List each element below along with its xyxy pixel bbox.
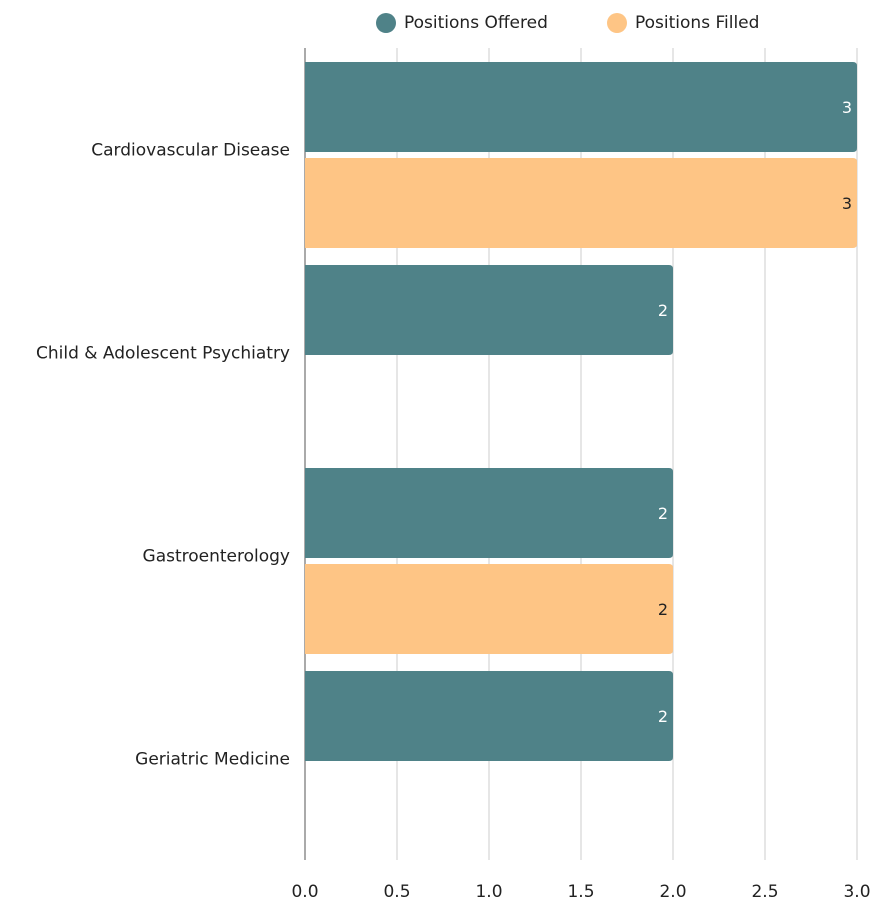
data-label: 2 bbox=[658, 600, 668, 619]
legend-label-positions-offered: Positions Offered bbox=[404, 13, 548, 33]
bar bbox=[305, 62, 857, 152]
data-label: 2 bbox=[658, 504, 668, 523]
data-label: 3 bbox=[842, 98, 852, 117]
bar bbox=[305, 564, 673, 654]
x-tick-label: 1.5 bbox=[567, 882, 594, 902]
bar bbox=[305, 671, 673, 761]
legend-swatch-positions-filled bbox=[607, 13, 627, 33]
x-tick-label: 3.0 bbox=[843, 882, 870, 902]
bar bbox=[305, 468, 673, 558]
category-label: Geriatric Medicine bbox=[135, 750, 290, 770]
data-label: 2 bbox=[658, 301, 668, 320]
chart-legend: Positions Offered Positions Filled bbox=[0, 10, 872, 36]
category-label: Cardiovascular Disease bbox=[91, 141, 290, 161]
bar bbox=[305, 158, 857, 248]
category-label: Child & Adolescent Psychiatry bbox=[36, 344, 290, 364]
legend-swatch-positions-offered bbox=[376, 13, 396, 33]
x-tick-label: 1.0 bbox=[475, 882, 502, 902]
x-tick-label: 0.0 bbox=[291, 882, 318, 902]
legend-item-positions-filled[interactable]: Positions Filled bbox=[607, 10, 759, 36]
category-label: Gastroenterology bbox=[143, 547, 290, 567]
x-tick-label: 2.0 bbox=[659, 882, 686, 902]
data-label: 2 bbox=[658, 707, 668, 726]
legend-label-positions-filled: Positions Filled bbox=[635, 13, 760, 33]
x-tick-label: 2.5 bbox=[751, 882, 778, 902]
x-tick-label: 0.5 bbox=[383, 882, 410, 902]
legend-item-positions-offered[interactable]: Positions Offered bbox=[376, 10, 548, 36]
data-label: 3 bbox=[842, 194, 852, 213]
bar bbox=[305, 265, 673, 355]
